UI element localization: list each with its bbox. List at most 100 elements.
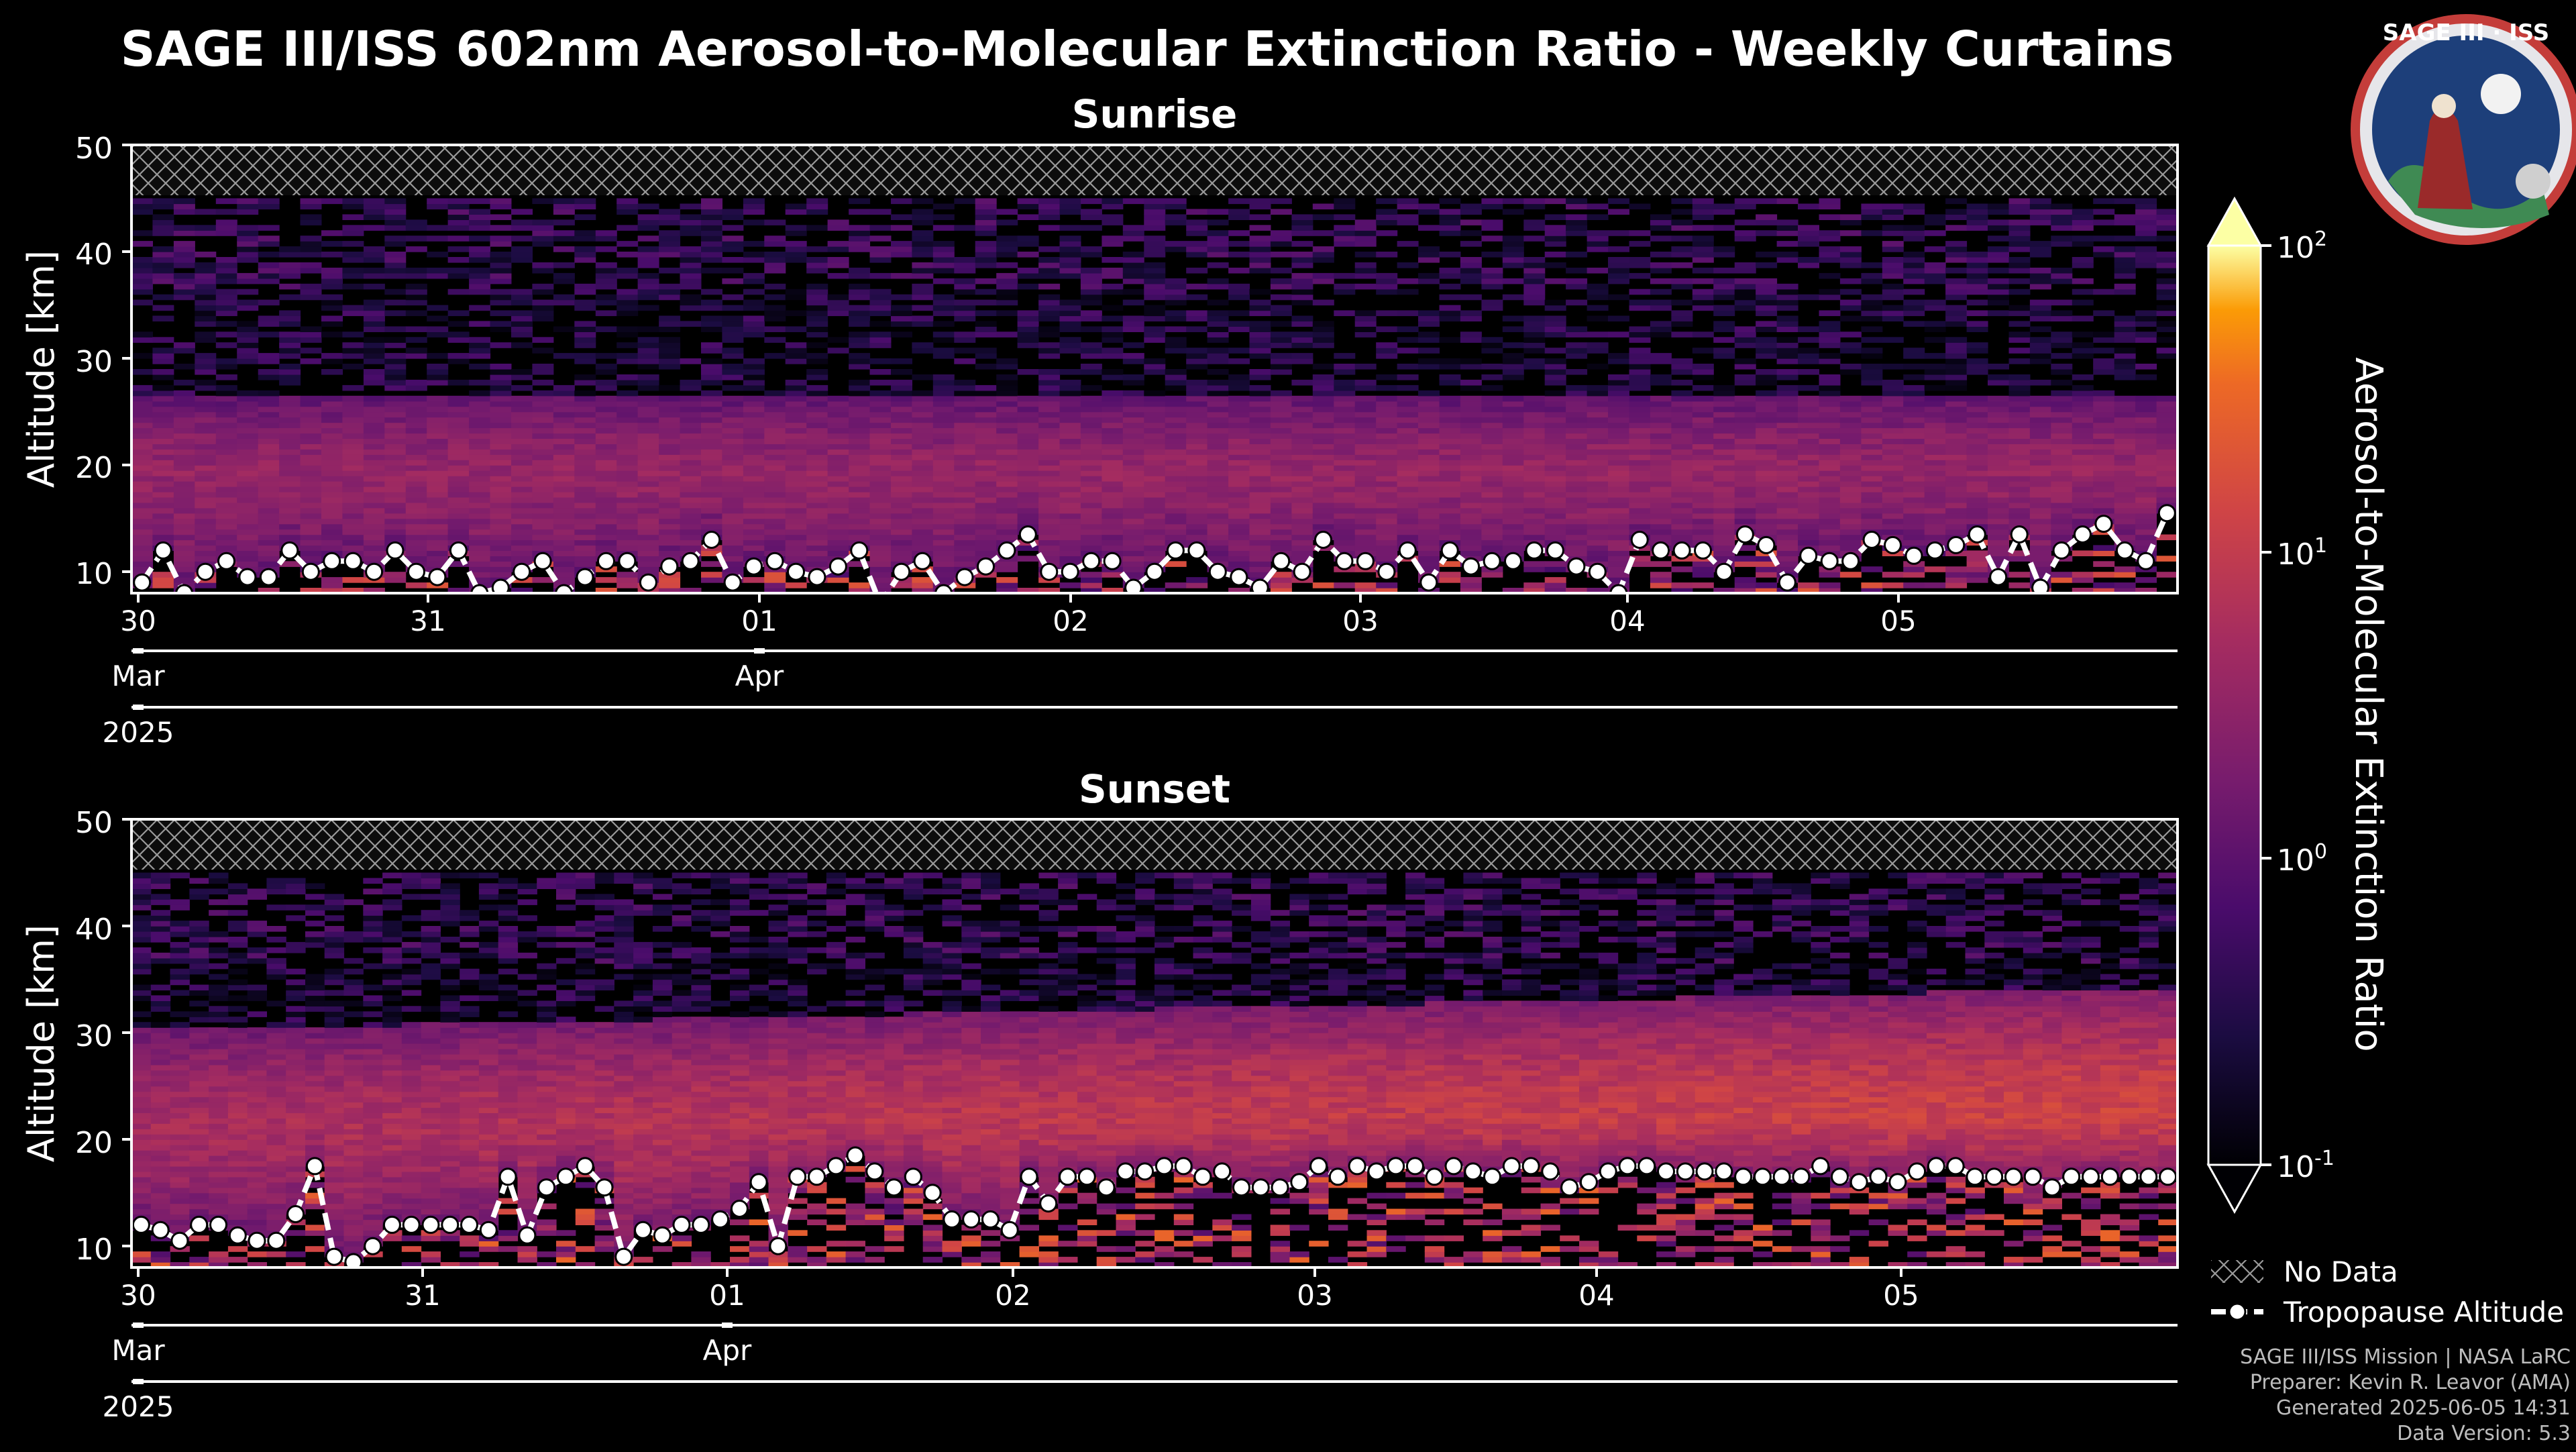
heatmap-cell bbox=[1734, 545, 1756, 551]
heatmap-cell bbox=[1566, 348, 1588, 354]
heatmap-cell bbox=[1713, 225, 1735, 231]
heatmap-cell bbox=[1207, 315, 1229, 322]
heatmap-cell bbox=[975, 433, 997, 439]
heatmap-cell bbox=[363, 476, 385, 482]
heatmap-cell bbox=[1861, 401, 1883, 407]
heatmap-cell bbox=[1924, 465, 1946, 471]
heatmap-cell bbox=[1144, 310, 1166, 317]
heatmap-cell bbox=[1418, 550, 1440, 556]
heatmap-cell bbox=[173, 289, 195, 295]
heatmap-cell bbox=[1903, 272, 1925, 279]
heatmap-cell bbox=[1291, 331, 1313, 338]
heatmap-cell bbox=[1756, 523, 1778, 530]
heatmap-cell bbox=[490, 523, 512, 530]
heatmap-cell bbox=[447, 513, 470, 519]
heatmap-cell bbox=[1966, 577, 1988, 583]
heatmap-cell bbox=[1249, 241, 1271, 247]
heatmap-cell bbox=[659, 214, 681, 220]
heatmap-cell bbox=[1397, 529, 1419, 535]
heatmap-cell bbox=[827, 406, 849, 413]
heatmap-cell bbox=[595, 460, 617, 466]
heatmap-cell bbox=[131, 454, 153, 460]
heatmap-cell bbox=[1354, 401, 1377, 407]
heatmap-cell bbox=[849, 491, 871, 498]
heatmap-cell bbox=[195, 353, 217, 359]
heatmap-cell bbox=[1376, 476, 1398, 482]
heatmap-cell bbox=[1165, 401, 1187, 407]
heatmap-cell bbox=[237, 321, 259, 327]
heatmap-cell bbox=[490, 299, 512, 306]
heatmap-cell bbox=[2029, 491, 2051, 498]
heatmap-cell bbox=[342, 465, 364, 471]
heatmap-cell bbox=[1376, 545, 1398, 551]
heatmap-cell bbox=[1798, 411, 1819, 418]
heatmap-cell bbox=[996, 395, 1018, 402]
heatmap-cell bbox=[912, 198, 934, 205]
heatmap-cell bbox=[1523, 444, 1546, 450]
heatmap-cell bbox=[1945, 315, 1968, 322]
heatmap-cell bbox=[1102, 219, 1124, 225]
heatmap-cell bbox=[1756, 198, 1778, 205]
heatmap-cell bbox=[701, 326, 722, 332]
heatmap-cell bbox=[1397, 497, 1419, 503]
heatmap-cell bbox=[1017, 272, 1039, 279]
heatmap-cell bbox=[1397, 507, 1419, 514]
heatmap-cell bbox=[1776, 299, 1799, 306]
heatmap-cell bbox=[1692, 449, 1714, 455]
heatmap-cell bbox=[1861, 438, 1883, 444]
heatmap-cell bbox=[2029, 214, 2051, 220]
heatmap-cell bbox=[427, 460, 449, 466]
heatmap-cell bbox=[912, 534, 934, 541]
heatmap-cell bbox=[637, 246, 659, 252]
heatmap-cell bbox=[1207, 433, 1229, 439]
heatmap-cell bbox=[764, 572, 786, 578]
heatmap-cell bbox=[195, 460, 217, 466]
heatmap-cell bbox=[131, 556, 153, 562]
heatmap-cell bbox=[1776, 198, 1799, 205]
heatmap-cell bbox=[1144, 438, 1166, 444]
heatmap-cell bbox=[743, 379, 765, 386]
heatmap-cell bbox=[1776, 358, 1799, 364]
heatmap-cell bbox=[152, 369, 174, 375]
heatmap-cell bbox=[595, 267, 617, 274]
heatmap-cell bbox=[1312, 470, 1334, 476]
heatmap-cell bbox=[616, 411, 639, 418]
heatmap-cell bbox=[1249, 465, 1271, 471]
heatmap-cell bbox=[152, 422, 174, 429]
heatmap-cell bbox=[1144, 294, 1166, 301]
heatmap-cell bbox=[2008, 257, 2031, 263]
heatmap-cell bbox=[1798, 427, 1819, 434]
heatmap-cell bbox=[553, 278, 575, 284]
heatmap-cell bbox=[1903, 433, 1925, 439]
heatmap-cell bbox=[1418, 390, 1440, 397]
heatmap-cell bbox=[1080, 384, 1102, 391]
heatmap-cell bbox=[1418, 348, 1440, 354]
heatmap-cell bbox=[152, 417, 174, 423]
heatmap-cell bbox=[1587, 491, 1609, 498]
heatmap-cell bbox=[659, 454, 681, 460]
heatmap-cell bbox=[384, 272, 407, 279]
heatmap-cell bbox=[2008, 236, 2031, 242]
heatmap-cell bbox=[405, 294, 427, 301]
heatmap-cell bbox=[954, 481, 976, 487]
heatmap-cell bbox=[300, 470, 322, 476]
heatmap-cell bbox=[1988, 502, 2009, 509]
heatmap-cell bbox=[131, 444, 153, 450]
heatmap-cell bbox=[1460, 262, 1482, 268]
heatmap-cell bbox=[1059, 241, 1081, 247]
heatmap-cell bbox=[511, 470, 533, 476]
heatmap-cell bbox=[300, 267, 322, 274]
heatmap-cell bbox=[1334, 444, 1356, 450]
heatmap-cell bbox=[1228, 556, 1250, 562]
heatmap-cell bbox=[511, 497, 533, 503]
heatmap-cell bbox=[891, 491, 912, 498]
heatmap-cell bbox=[701, 460, 722, 466]
heatmap-cell bbox=[447, 470, 470, 476]
heatmap-cell bbox=[1186, 267, 1208, 274]
heatmap-cell bbox=[806, 476, 828, 482]
heatmap-cell bbox=[806, 502, 828, 509]
heatmap-cell bbox=[1059, 444, 1081, 450]
heatmap-cell bbox=[1544, 374, 1566, 380]
heatmap-cell bbox=[954, 278, 976, 284]
heatmap-cell bbox=[173, 225, 195, 231]
